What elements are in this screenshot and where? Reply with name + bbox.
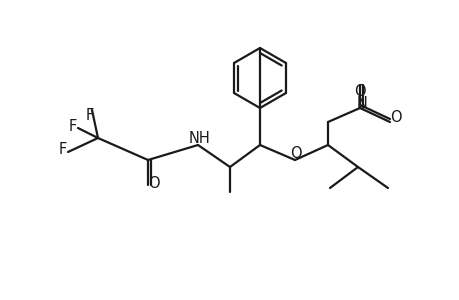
Text: F: F [86, 107, 94, 122]
Text: F: F [69, 118, 77, 134]
Text: N: N [356, 95, 367, 110]
Text: O: O [353, 83, 365, 98]
Text: F: F [59, 142, 67, 157]
Text: O: O [290, 146, 301, 160]
Text: O: O [148, 176, 159, 191]
Text: O: O [389, 110, 401, 124]
Text: NH: NH [189, 130, 210, 146]
